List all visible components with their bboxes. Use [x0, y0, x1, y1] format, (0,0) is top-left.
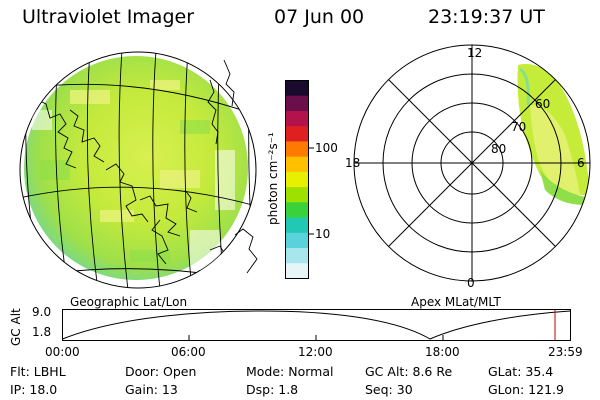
colorbar-tick-100: 100	[315, 141, 338, 155]
info-flt: Flt: LBHL	[10, 364, 66, 379]
info-gain: Gain: 13	[125, 382, 178, 397]
info-seq: Seq: 30	[365, 382, 413, 397]
info-glon: GLon: 121.9	[488, 382, 564, 397]
colorbar-segment	[285, 110, 309, 127]
info-glat: GLat: 35.4	[488, 364, 554, 379]
altitude-curve	[62, 310, 571, 340]
colorbar-segment	[285, 187, 309, 203]
xtick-1800: 18:00	[425, 345, 460, 359]
colorbar-segment	[285, 126, 309, 142]
colorbar-segment	[285, 156, 309, 173]
colorbar-segment	[285, 141, 309, 158]
xtick-1200: 12:00	[298, 345, 333, 359]
altitude-ytick-bottom: 1.8	[32, 325, 52, 339]
colorbar-segment	[285, 217, 309, 234]
lat-label-80: 80	[491, 142, 507, 156]
colorbar-segment	[285, 202, 309, 219]
mlt-label-12: 12	[467, 46, 483, 60]
colorbar-segment	[285, 248, 309, 264]
geographic-caption: Geographic Lat/Lon	[70, 295, 188, 309]
xtick-0000: 00:00	[45, 345, 80, 359]
info-mode: Mode: Normal	[246, 364, 334, 379]
lat-label-70: 70	[511, 120, 527, 134]
app-title: Ultraviolet Imager	[22, 6, 195, 28]
mlt-label-0: 0	[467, 276, 475, 290]
altitude-plot	[62, 309, 571, 341]
xtick-2359: 23:59	[548, 345, 583, 359]
colorbar	[285, 80, 314, 279]
info-gc-alt: GC Alt: 8.6 Re	[365, 364, 453, 379]
lat-label-60: 60	[535, 97, 551, 111]
altitude-ytick-top: 9.0	[32, 305, 52, 319]
colorbar-segment	[285, 263, 309, 279]
colorbar-segment	[285, 80, 309, 97]
colorbar-tick-10: 10	[315, 227, 331, 241]
polar-plot	[353, 44, 591, 282]
mlt-label-18: 18	[345, 156, 361, 170]
colorbar-axis-label: photon cm⁻²s⁻¹	[266, 132, 280, 225]
time-label: 23:19:37 UT	[428, 6, 545, 28]
magnetic-caption: Apex MLat/MLT	[411, 295, 501, 309]
colorbar-segment	[285, 95, 309, 112]
colorbar-segment	[285, 171, 309, 188]
date-label: 07 Jun 00	[274, 6, 365, 28]
altitude-ylabel: GC Alt	[9, 308, 23, 346]
colorbar-segment	[285, 232, 309, 249]
geographic-image	[19, 51, 258, 289]
xtick-0600: 06:00	[171, 345, 206, 359]
info-ip: IP: 18.0	[10, 382, 58, 397]
info-door: Door: Open	[125, 364, 197, 379]
info-dsp: Dsp: 1.8	[246, 382, 299, 397]
mlt-label-6: 6	[577, 156, 585, 170]
